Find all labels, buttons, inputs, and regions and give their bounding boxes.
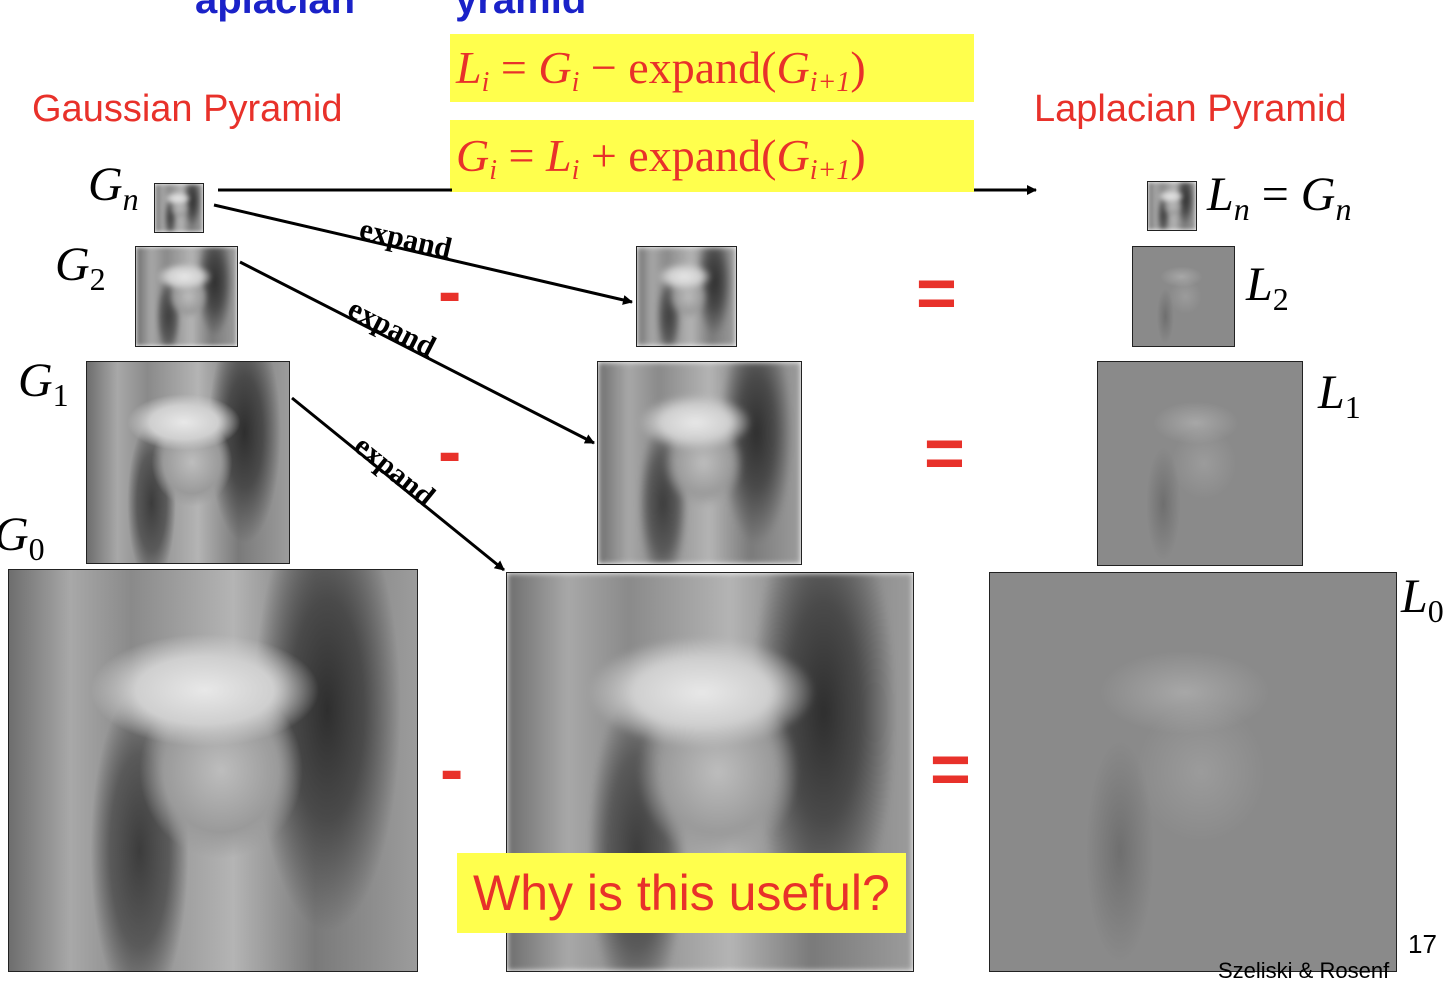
equals-sign-row-2: =: [916, 254, 957, 332]
minus-sign-row-2: -: [438, 252, 462, 330]
laplacian-image-l2: [1132, 246, 1235, 347]
title-word-1: aplacian: [195, 0, 356, 22]
equals-sign-row-1: =: [924, 414, 965, 492]
laplacian-image-l1: [1097, 361, 1303, 566]
expand-arrow-1: [213, 203, 633, 305]
label-g0: G0: [0, 510, 45, 567]
label-g2: G2: [55, 238, 106, 297]
gaussian-image-gn: [154, 183, 204, 233]
page-number: 17: [1408, 929, 1437, 959]
minus-sign-row-0: -: [440, 730, 464, 808]
footer-credit: Szeliski & Rosenf: [1218, 958, 1390, 983]
equals-sign-row-0: =: [930, 730, 971, 808]
laplacian-image-ln: [1147, 181, 1197, 231]
minus-sign-row-1: -: [438, 412, 462, 490]
laplacian-pyramid-title: Laplacian Pyramid: [1034, 88, 1347, 130]
title-word-2: yramid: [455, 0, 587, 22]
label-gn: Gn: [88, 158, 139, 217]
gaussian-pyramid-title: Gaussian Pyramid: [32, 88, 343, 130]
reconstruction-formula: Gi = Li + expand(Gi+1): [450, 120, 974, 192]
laplacian-image-l0: [989, 572, 1397, 972]
gaussian-image-g2: [135, 246, 238, 347]
label-l1: L1: [1318, 366, 1361, 425]
expanded-image-2: [597, 361, 802, 565]
laplacian-formula: Li = Gi − expand(Gi+1): [450, 34, 974, 102]
slide-title-partial: aplacian yramid: [195, 0, 686, 23]
expand-arrow-2: [239, 260, 595, 445]
gaussian-image-g1: [86, 361, 290, 564]
expand-arrow-3: [291, 396, 505, 572]
question-callout: Why is this useful?: [457, 853, 906, 933]
label-l0: L0: [1401, 570, 1444, 629]
label-l2: L2: [1246, 258, 1289, 317]
gaussian-image-g0: [8, 569, 418, 972]
label-ln-equals-gn: Ln = Gn: [1207, 168, 1352, 227]
expanded-image-1: [636, 246, 737, 347]
label-g1: G1: [18, 354, 69, 413]
